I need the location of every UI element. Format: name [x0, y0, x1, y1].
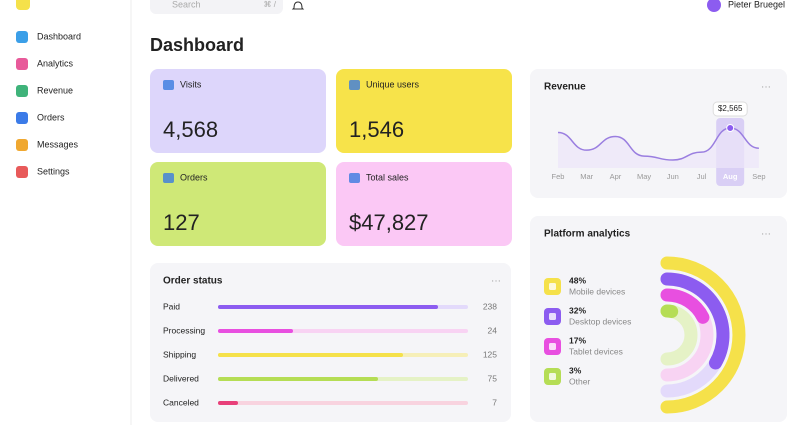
order-panel — [150, 263, 511, 422]
status-label: Delivered — [163, 373, 199, 383]
nav-label[interactable]: Dashboard — [37, 31, 81, 41]
panel-title: Revenue — [544, 82, 586, 93]
progress-bar — [218, 329, 293, 333]
search-placeholder: Search — [172, 0, 201, 9]
page-title: Dashboard — [150, 35, 244, 55]
progress-bar — [218, 377, 378, 381]
legend-icon-inner — [549, 343, 556, 350]
legend-value: 32% — [569, 305, 586, 315]
highlight-point — [727, 125, 734, 132]
status-label: Paid — [163, 301, 180, 311]
card-label: Unique users — [366, 79, 420, 89]
card-icon — [349, 80, 360, 90]
card-icon — [163, 173, 174, 183]
legend-icon-inner — [549, 313, 556, 320]
month-label: May — [637, 172, 651, 181]
month-label: Apr — [610, 172, 622, 181]
nav-label[interactable]: Settings — [37, 166, 70, 176]
status-label: Canceled — [163, 397, 199, 407]
month-label: Jul — [697, 172, 707, 181]
card-icon — [163, 80, 174, 90]
legend-label: Mobile devices — [569, 286, 625, 296]
month-label: Sep — [752, 172, 765, 181]
card-icon — [349, 173, 360, 183]
progress-bar — [218, 305, 438, 309]
card-value: $47,827 — [349, 210, 429, 235]
nav-label[interactable]: Analytics — [37, 58, 74, 68]
nav-label[interactable]: Revenue — [37, 85, 73, 95]
menu-dots[interactable]: ··· — [761, 229, 771, 240]
nav-label[interactable]: Messages — [37, 139, 79, 149]
logo — [16, 0, 30, 10]
legend-label: Tablet devices — [569, 346, 623, 356]
card-value: 1,546 — [349, 117, 404, 142]
month-label: Aug — [723, 172, 738, 181]
legend-value: 3% — [569, 365, 582, 375]
nav-icon — [16, 31, 28, 43]
nav-icon — [16, 166, 28, 178]
nav-icon — [16, 58, 28, 70]
month-label: Feb — [552, 172, 565, 181]
status-value: 7 — [492, 397, 497, 407]
card-label: Visits — [180, 79, 202, 89]
card-value: 4,568 — [163, 117, 218, 142]
legend-value: 48% — [569, 275, 586, 285]
legend-icon-inner — [549, 283, 556, 290]
nav-icon — [16, 85, 28, 97]
legend-label: Desktop devices — [569, 316, 631, 326]
panel-title: Platform analytics — [544, 229, 631, 240]
status-value: 125 — [483, 349, 497, 359]
legend-icon-inner — [549, 373, 556, 380]
card-label: Total sales — [366, 172, 409, 182]
tooltip-label: $2,565 — [718, 104, 743, 113]
menu-dots[interactable]: ··· — [761, 82, 771, 93]
status-label: Shipping — [163, 349, 196, 359]
status-value: 75 — [488, 373, 498, 383]
status-label: Processing — [163, 325, 205, 335]
status-value: 238 — [483, 301, 497, 311]
legend-value: 17% — [569, 335, 586, 345]
card-value: 127 — [163, 210, 200, 235]
month-label: Jun — [667, 172, 679, 181]
panel-title: Order status — [163, 276, 223, 287]
status-value: 24 — [488, 325, 498, 335]
month-label: Mar — [580, 172, 593, 181]
progress-bar — [218, 353, 403, 357]
nav-icon — [16, 112, 28, 124]
user-name[interactable]: Pieter Bruegel — [728, 0, 785, 9]
nav-icon — [16, 139, 28, 151]
progress-track — [218, 401, 468, 405]
menu-dots[interactable]: ··· — [491, 276, 501, 287]
legend-label: Other — [569, 376, 590, 386]
search-shortcut: ⌘ / — [264, 0, 277, 9]
card-label: Orders — [180, 172, 208, 182]
progress-bar — [218, 401, 238, 405]
nav-label[interactable]: Orders — [37, 112, 65, 122]
